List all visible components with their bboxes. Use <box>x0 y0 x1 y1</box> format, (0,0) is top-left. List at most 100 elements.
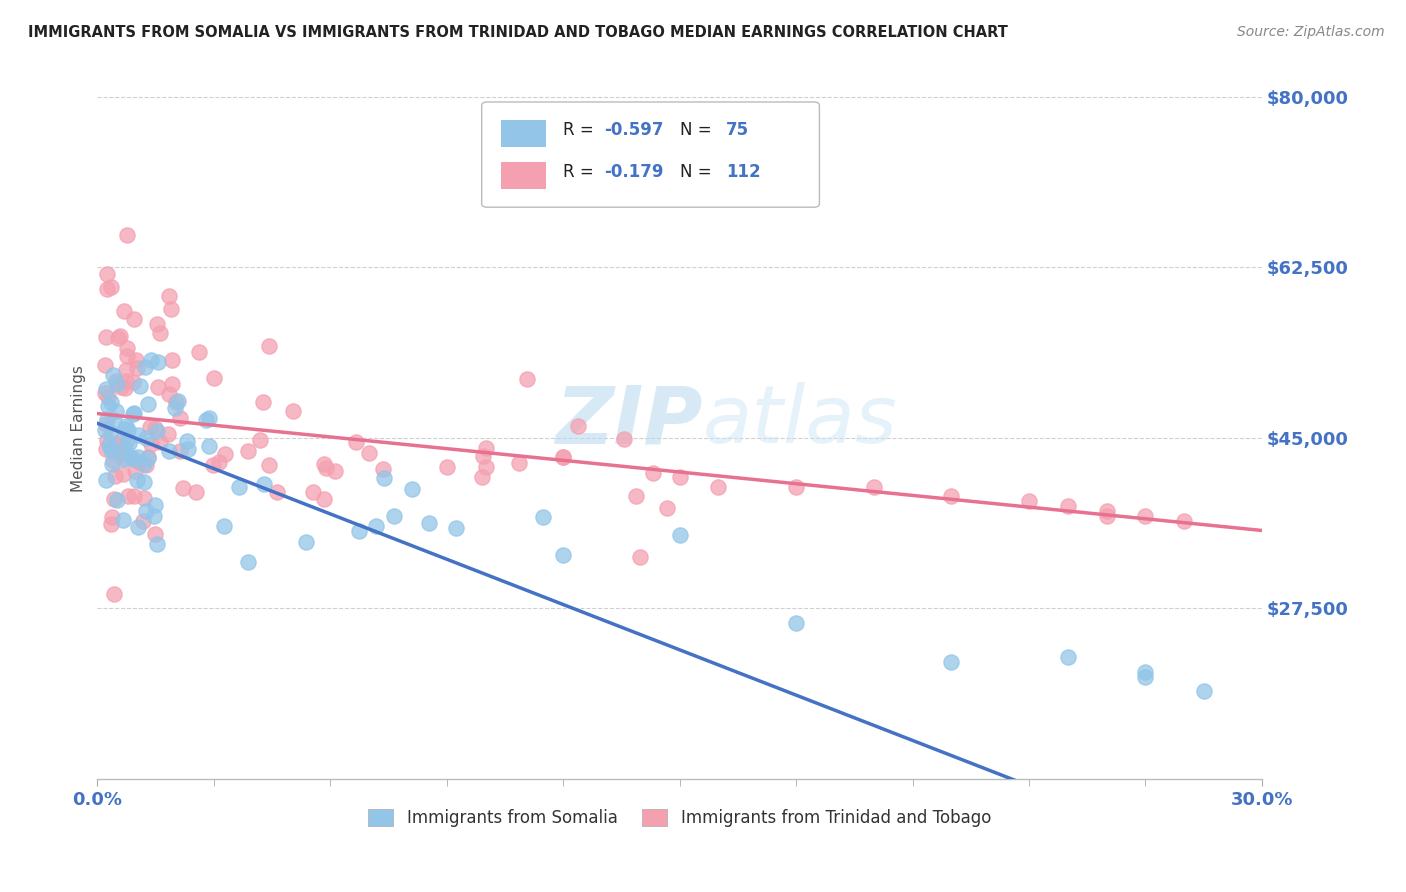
Point <box>94 473 117 487</box>
Point <box>228 480 250 494</box>
Point <box>114 422 136 436</box>
Point <box>132 514 155 528</box>
Point <box>1173 514 1195 528</box>
FancyBboxPatch shape <box>502 162 546 189</box>
Point <box>105 445 128 459</box>
Point <box>149 326 172 340</box>
Point <box>125 473 148 487</box>
Point <box>707 480 730 494</box>
Point <box>149 435 172 450</box>
Point <box>127 360 149 375</box>
Point <box>159 302 181 317</box>
Point <box>1057 499 1080 513</box>
Point <box>100 280 122 294</box>
Point <box>94 442 117 456</box>
Point <box>253 477 276 491</box>
Point <box>373 471 395 485</box>
Text: 75: 75 <box>727 121 749 139</box>
Point <box>668 470 690 484</box>
Point <box>202 370 225 384</box>
Point <box>135 431 157 445</box>
Point <box>100 510 122 524</box>
Point <box>628 550 651 565</box>
Point <box>114 381 136 395</box>
Point <box>1135 508 1157 523</box>
Point <box>157 289 180 303</box>
Point <box>94 330 117 344</box>
Point <box>1095 508 1118 523</box>
Point <box>96 433 118 447</box>
Point <box>176 434 198 449</box>
Point <box>165 394 187 409</box>
Point <box>115 374 138 388</box>
Point <box>114 442 136 456</box>
Point <box>198 439 221 453</box>
Point <box>111 467 134 481</box>
Point <box>103 491 125 506</box>
Point <box>157 443 180 458</box>
Point <box>100 442 122 457</box>
Point <box>301 485 323 500</box>
Point <box>187 345 209 359</box>
Point <box>122 375 145 389</box>
Point <box>236 444 259 458</box>
Point <box>115 418 138 433</box>
Point <box>184 484 207 499</box>
Point <box>359 445 381 459</box>
Point <box>553 450 575 465</box>
Point <box>101 457 124 471</box>
Point <box>142 508 165 523</box>
Point <box>236 555 259 569</box>
Point <box>115 363 138 377</box>
Point <box>295 535 318 549</box>
Point <box>323 464 346 478</box>
Point <box>127 450 149 464</box>
Point <box>446 521 468 535</box>
Point <box>165 401 187 416</box>
Point <box>176 442 198 457</box>
Point <box>941 655 963 669</box>
Point <box>202 458 225 472</box>
Point <box>124 464 146 478</box>
Point <box>100 441 122 455</box>
Point <box>115 434 138 448</box>
Point <box>132 491 155 505</box>
FancyBboxPatch shape <box>482 102 820 207</box>
Point <box>110 443 132 458</box>
Point <box>531 510 554 524</box>
Point <box>94 385 117 400</box>
Point <box>143 420 166 434</box>
Point <box>117 489 139 503</box>
Legend: Immigrants from Somalia, Immigrants from Trinidad and Tobago: Immigrants from Somalia, Immigrants from… <box>361 802 998 834</box>
Point <box>641 466 664 480</box>
Point <box>104 374 127 388</box>
Point <box>139 420 162 434</box>
Point <box>135 504 157 518</box>
Text: ZIP: ZIP <box>555 382 703 460</box>
Point <box>474 441 496 455</box>
Point <box>249 433 271 447</box>
Point <box>94 358 117 372</box>
Point <box>128 454 150 468</box>
Text: R =: R = <box>564 163 599 181</box>
Point <box>105 376 128 391</box>
Point <box>266 485 288 500</box>
Point <box>347 524 370 538</box>
Point <box>344 434 367 449</box>
Point <box>312 457 335 471</box>
Point <box>139 353 162 368</box>
Point <box>474 460 496 475</box>
Point <box>94 417 117 432</box>
Point <box>146 317 169 331</box>
Point <box>166 393 188 408</box>
Point <box>281 404 304 418</box>
Point <box>100 516 122 531</box>
Point <box>96 282 118 296</box>
Point <box>208 455 231 469</box>
Point <box>103 412 125 426</box>
Point <box>172 481 194 495</box>
Point <box>110 379 132 393</box>
Point <box>134 475 156 490</box>
Point <box>146 355 169 369</box>
Point <box>157 386 180 401</box>
